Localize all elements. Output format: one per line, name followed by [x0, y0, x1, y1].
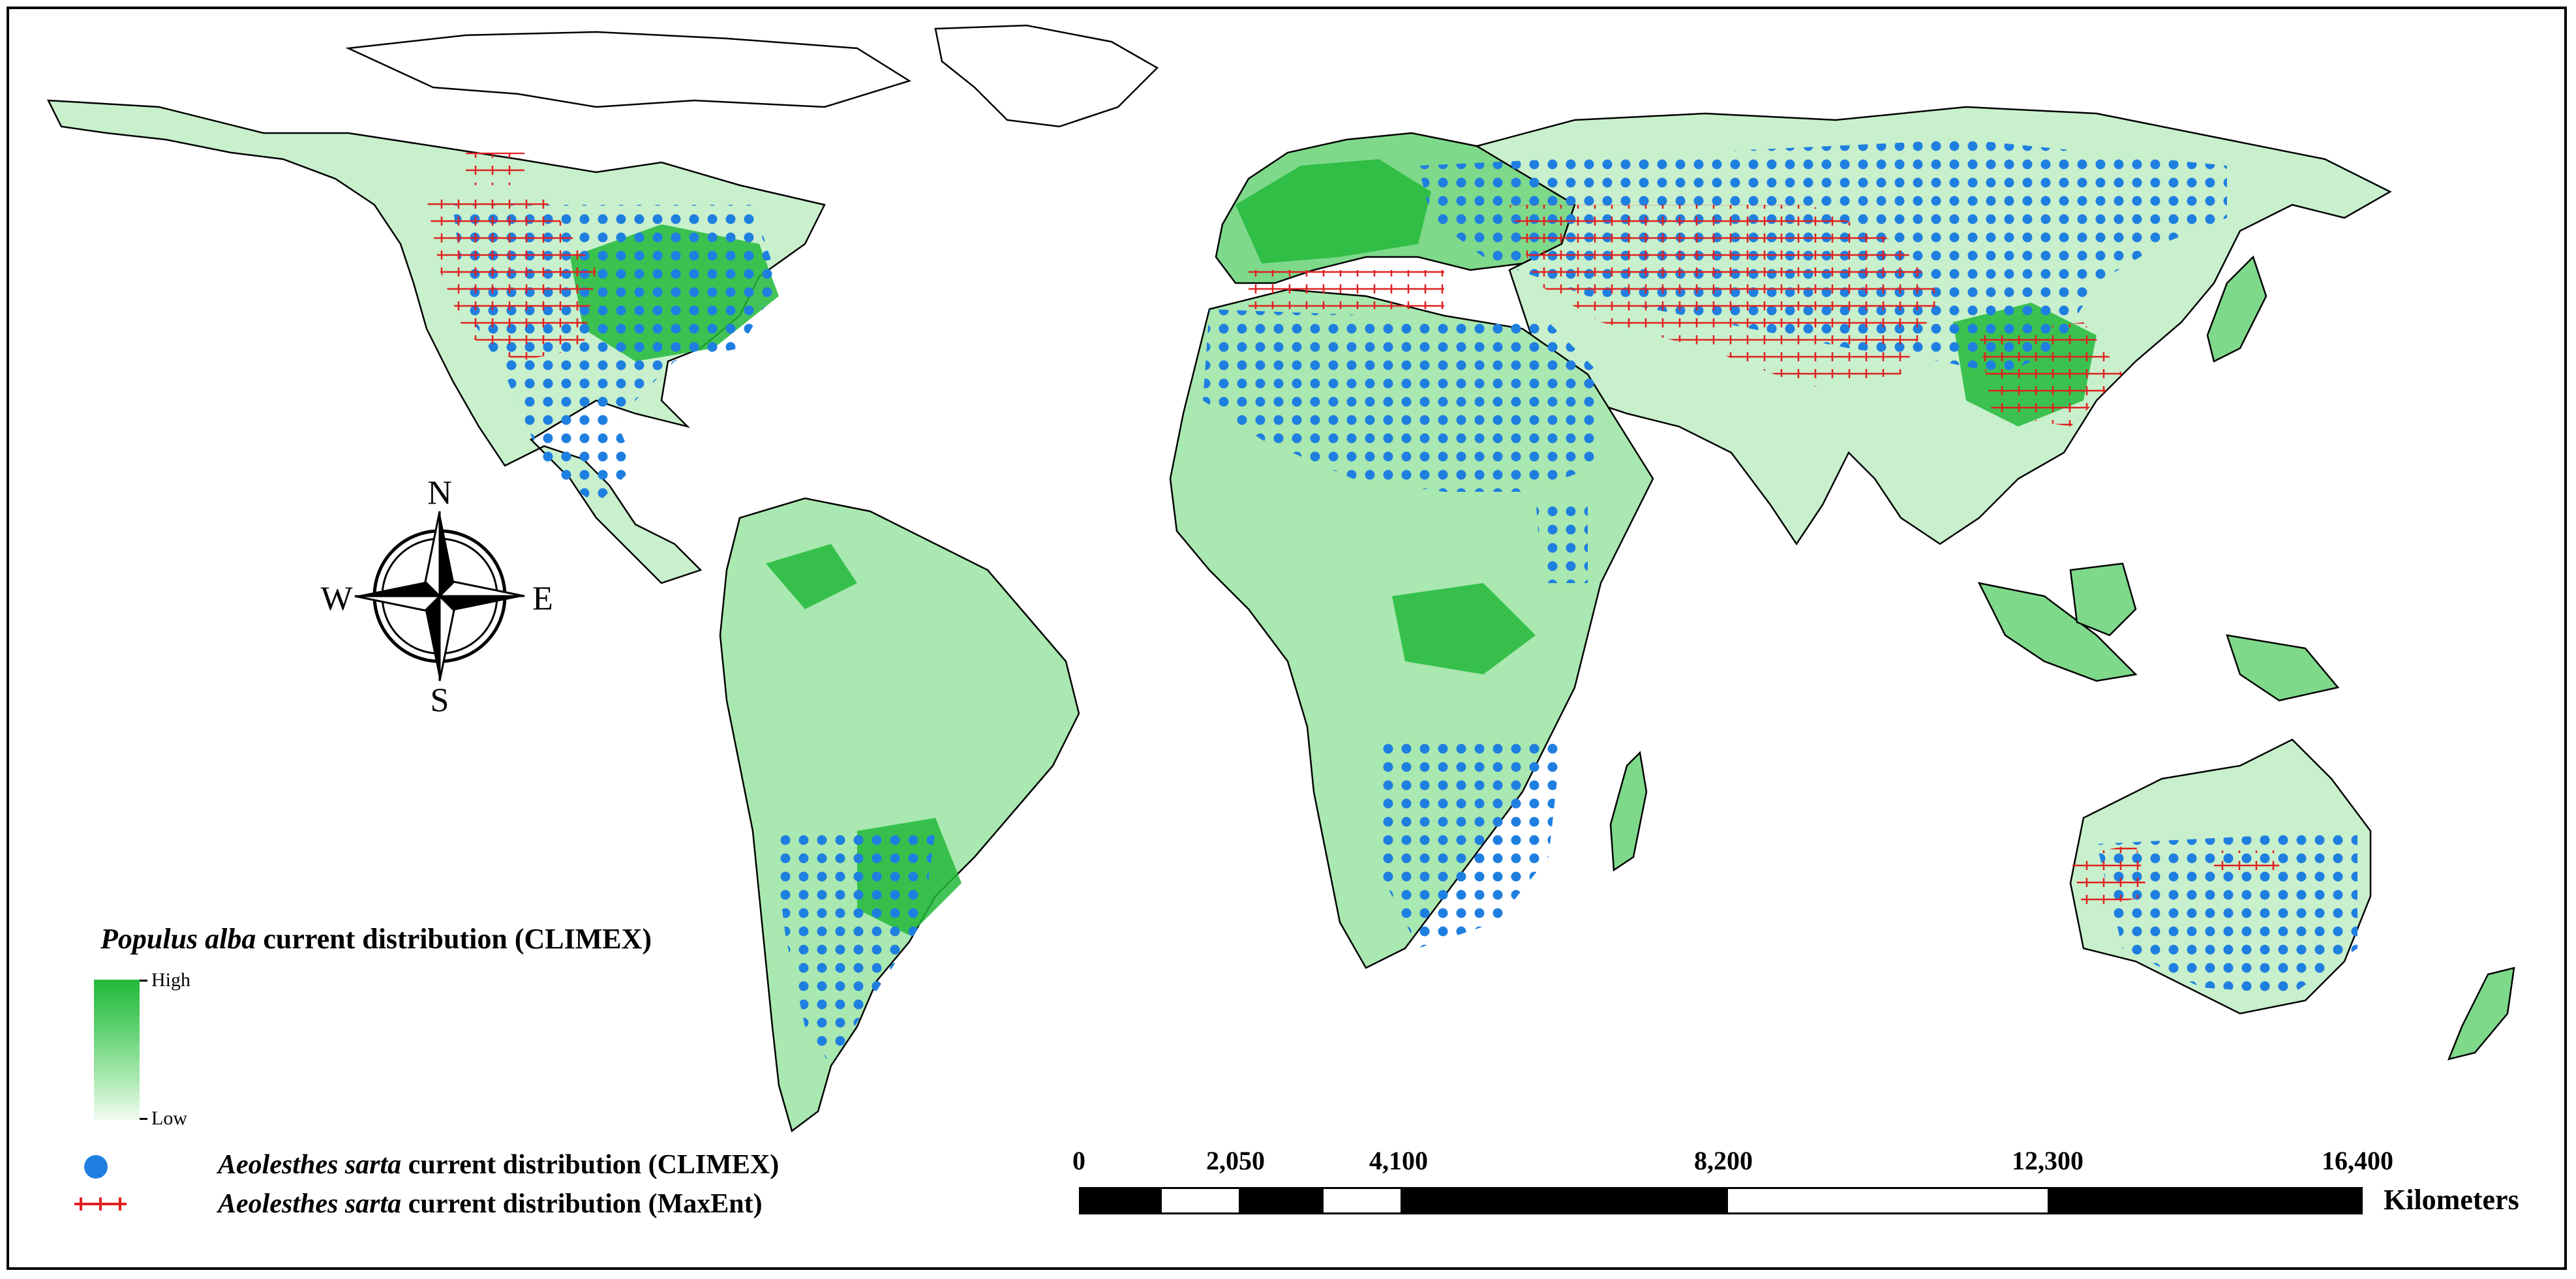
- climex-points-south-america: [772, 831, 935, 1066]
- ramp-low-label: Low: [151, 1107, 187, 1129]
- climex-points-east-africa: [1536, 498, 1588, 583]
- scale-label-2050: 2,050: [1206, 1146, 1265, 1175]
- scale-segment-4: [1322, 1187, 1402, 1214]
- compass-west-label: W: [320, 580, 353, 618]
- scale-label-4100: 4,100: [1369, 1146, 1428, 1175]
- legend-maxent: Aeolesthes sarta current distribution (M…: [218, 1188, 763, 1220]
- climex-point-legend-symbol: [84, 1155, 108, 1179]
- scale-label-8200: 8,200: [1694, 1146, 1753, 1175]
- climex-points-north-africa: [1203, 309, 1601, 492]
- maxent-points-china: [1979, 322, 2123, 427]
- scale-segment-7: [2050, 1187, 2363, 1214]
- maxent-legend-symbol: [74, 1197, 127, 1211]
- scale-segment-2: [1160, 1187, 1241, 1214]
- map-figure: N S E W Populus alba current distributio…: [7, 7, 2567, 1270]
- madagascar: [1609, 751, 1648, 872]
- maxent-points-north-america: [427, 198, 596, 361]
- scale-label-12300: 12,300: [2012, 1146, 2084, 1175]
- ramp-high-label: High: [151, 969, 190, 991]
- maxent-points: [427, 153, 2279, 909]
- scale-label-0: 0: [1072, 1146, 1085, 1175]
- compass-north-label: N: [427, 474, 452, 512]
- legend-climex-species: Aeolesthes sarta: [218, 1150, 402, 1180]
- legend-climex-text: current distribution (CLIMEX): [401, 1150, 780, 1180]
- legend-suitability-title: Populus alba current distribution (CLIME…: [100, 922, 652, 955]
- indonesia: [1977, 582, 2138, 682]
- scale-segment-3: [1241, 1187, 1322, 1214]
- legend-suitability-text: current distribution (CLIMEX): [256, 923, 652, 955]
- scale-segment-5: [1402, 1187, 1726, 1214]
- scale-unit-label: Kilometers: [2384, 1184, 2519, 1216]
- ramp-high-tick: [140, 980, 147, 982]
- compass-east-label: E: [532, 580, 553, 618]
- legend-suitability-species: Populus alba: [100, 923, 256, 955]
- new-guinea: [2226, 634, 2340, 702]
- climex-points-southern-africa: [1379, 740, 1562, 948]
- south-america: [719, 497, 1080, 1133]
- arctic-canada: [345, 31, 911, 108]
- maxent-points-middle-east: [1509, 205, 1940, 387]
- ramp-low-tick: [140, 1118, 147, 1120]
- maxent-points-alaska: [466, 153, 524, 185]
- maxent-points-australia: [2070, 844, 2149, 909]
- scale-segment-6: [1726, 1187, 2050, 1214]
- legend-climex-points: Aeolesthes sarta current distribution (C…: [218, 1149, 779, 1181]
- climex-points-mexico: [505, 374, 635, 505]
- new-zealand: [2447, 967, 2515, 1061]
- compass-south-label: S: [430, 682, 449, 719]
- scale-segment-1: [1079, 1187, 1160, 1214]
- greenland: [934, 24, 1159, 128]
- borneo: [2069, 562, 2137, 637]
- compass-rose: [354, 511, 525, 682]
- scale-label-16400: 16,400: [2322, 1146, 2393, 1175]
- legend-maxent-text: current distribution (MaxEnt): [401, 1189, 763, 1219]
- maxent-points-australia-east: [2214, 850, 2279, 877]
- japan: [2206, 255, 2267, 363]
- climex-points-australia: [2097, 831, 2357, 994]
- suitability-color-ramp: [94, 980, 140, 1120]
- world-map: [46, 24, 2515, 1133]
- legend-maxent-species: Aeolesthes sarta: [218, 1189, 402, 1219]
- maxent-points-north-africa: [1249, 270, 1444, 309]
